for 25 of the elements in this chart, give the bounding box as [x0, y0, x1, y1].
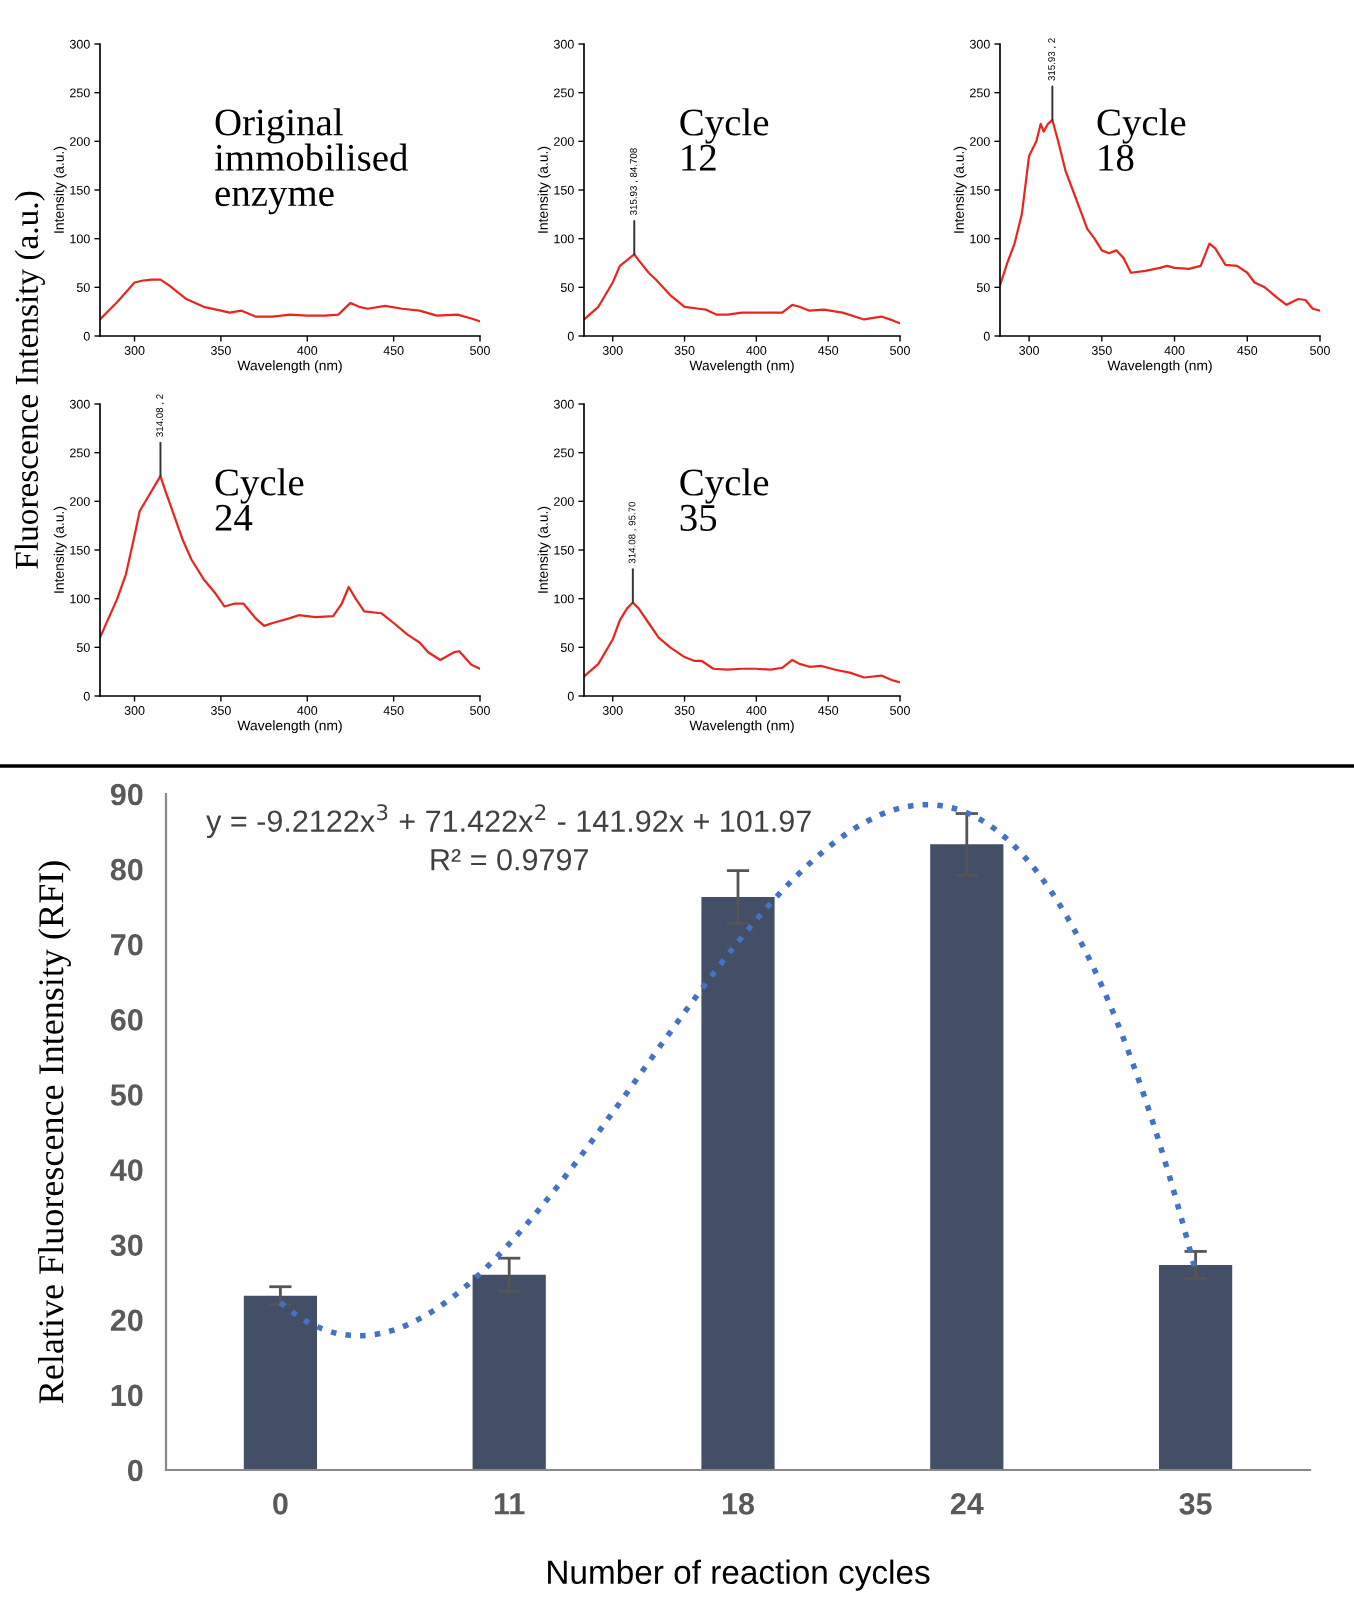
x-tick-label: 0	[273, 1493, 288, 1515]
y-tick-label: 20	[110, 1309, 143, 1332]
annotation: Cycle 35	[680, 468, 769, 531]
text: Fluorescence Intensity (a.u.)	[14, 191, 45, 569]
y-axis-title: Relative Fluorescence Intensity (RFI)	[38, 861, 71, 1404]
y-tick-label: 80	[110, 858, 143, 881]
y-tick-label: 60	[110, 1009, 143, 1031]
y-tick-label: 70	[111, 933, 143, 956]
annotation: Original immobilised enzyme	[214, 108, 408, 215]
annotation: Cycle 24	[215, 468, 304, 531]
x-tick-label: 18	[722, 1493, 755, 1515]
y-tick-label: 0	[127, 1459, 143, 1482]
y-tick-label: 30	[110, 1234, 143, 1257]
x-tick-label: 24	[950, 1493, 984, 1515]
y-tick-label: 50	[110, 1084, 143, 1106]
x-tick-label: 35	[1179, 1493, 1212, 1515]
annotation: Cycle 12	[680, 108, 769, 171]
y-tick-label: 40	[110, 1159, 143, 1181]
y-tick-label: 10	[111, 1384, 143, 1407]
annotation: y = -9.2122x$^{3}$ + 71.422x$^{2}$ - 141.92x + 101.97	[206, 804, 811, 839]
x-axis-title: Number of reaction cycles	[548, 1559, 930, 1591]
annotation: R² = 0.9797	[431, 848, 588, 871]
annotation: Cycle 18	[1097, 108, 1186, 171]
y-tick-label: 90	[110, 783, 143, 806]
x-tick-label: 11	[494, 1493, 525, 1515]
